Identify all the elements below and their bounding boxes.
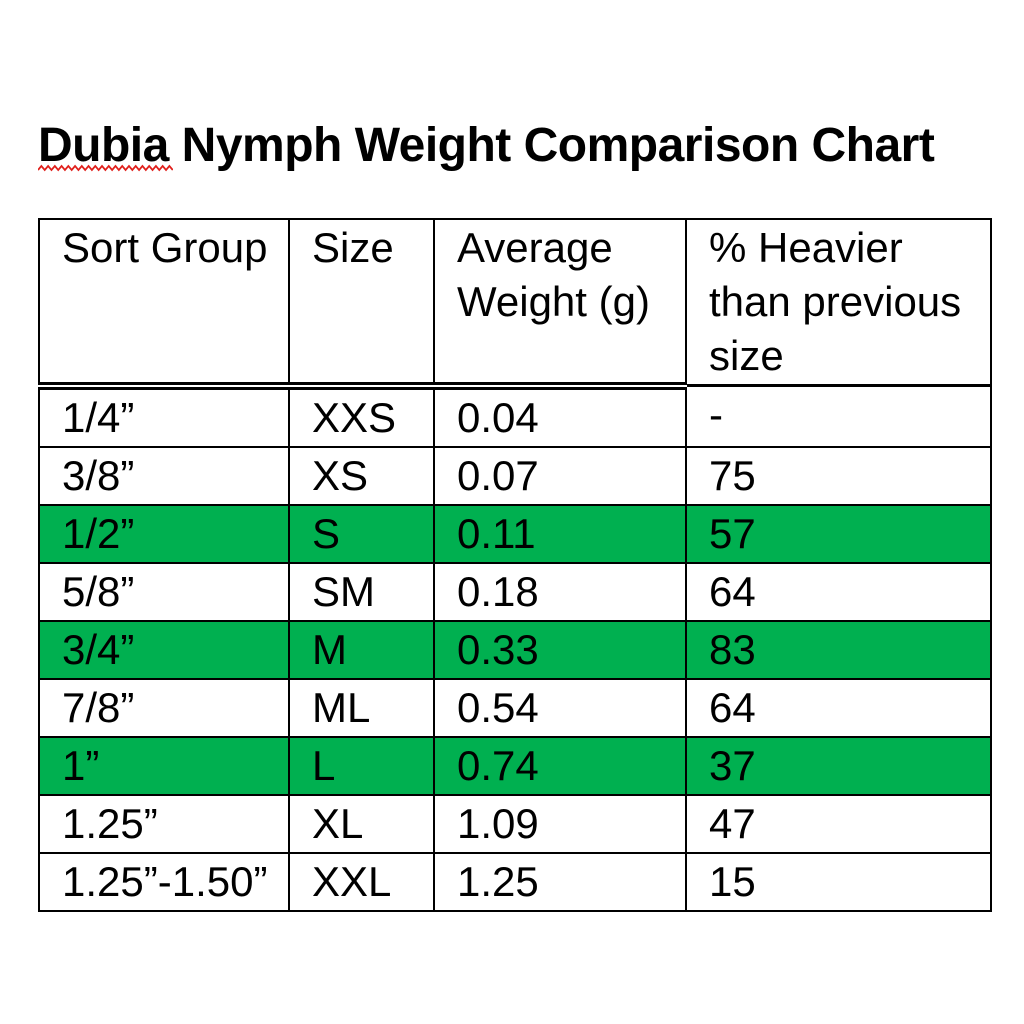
cell-average-weight: 1.09 <box>433 793 687 854</box>
table-row: 1/2” S 0.11 57 <box>38 503 992 564</box>
cell-size: XS <box>288 445 435 506</box>
table-row: 1/4” XXS 0.04 - <box>38 384 992 448</box>
cell-size: S <box>288 503 435 564</box>
spellcheck-squiggle-icon <box>38 164 173 172</box>
cell-pct-heavier: 64 <box>685 677 992 738</box>
cell-sort-group: 1.25”-1.50” <box>38 851 290 912</box>
cell-sort-group: 1/4” <box>38 384 290 448</box>
cell-sort-group: 3/8” <box>38 445 290 506</box>
cell-average-weight: 0.18 <box>433 561 687 622</box>
table-row: 1.25”-1.50” XXL 1.25 15 <box>38 851 992 912</box>
cell-size: L <box>288 735 435 796</box>
cell-size: XL <box>288 793 435 854</box>
cell-average-weight: 0.07 <box>433 445 687 506</box>
cell-average-weight: 0.33 <box>433 619 687 680</box>
title-misspelled-word: Dubia <box>38 119 169 172</box>
cell-sort-group: 3/4” <box>38 619 290 680</box>
cell-pct-heavier: - <box>685 384 992 448</box>
table-row: 3/4” M 0.33 83 <box>38 619 992 680</box>
page-title: Dubia Nymph Weight Comparison Chart <box>38 117 935 174</box>
cell-size: M <box>288 619 435 680</box>
cell-sort-group: 1/2” <box>38 503 290 564</box>
cell-sort-group: 1” <box>38 735 290 796</box>
header-row: Sort Group Size Average Weight (g) % Hea… <box>38 218 992 390</box>
cell-sort-group: 1.25” <box>38 793 290 854</box>
weight-comparison-table: Sort Group Size Average Weight (g) % Hea… <box>38 218 992 912</box>
header-sort-group: Sort Group <box>38 218 290 390</box>
cell-average-weight: 0.74 <box>433 735 687 796</box>
table-row: 7/8” ML 0.54 64 <box>38 677 992 738</box>
header-average-weight: Average Weight (g) <box>433 218 687 390</box>
cell-size: ML <box>288 677 435 738</box>
table-row: 5/8” SM 0.18 64 <box>38 561 992 622</box>
cell-average-weight: 1.25 <box>433 851 687 912</box>
cell-sort-group: 7/8” <box>38 677 290 738</box>
cell-pct-heavier: 64 <box>685 561 992 622</box>
cell-pct-heavier: 57 <box>685 503 992 564</box>
cell-pct-heavier: 47 <box>685 793 992 854</box>
table-row: 1” L 0.74 37 <box>38 735 992 796</box>
table-body: 1/4” XXS 0.04 - 3/8” XS 0.07 75 1/2” S 0… <box>38 384 992 912</box>
header-size: Size <box>288 218 435 390</box>
header-pct-heavier: % Heavier than previous size <box>685 218 992 387</box>
cell-average-weight: 0.11 <box>433 503 687 564</box>
cell-sort-group: 5/8” <box>38 561 290 622</box>
title-rest: Nymph Weight Comparison Chart <box>168 119 935 172</box>
cell-pct-heavier: 83 <box>685 619 992 680</box>
cell-size: XXS <box>288 384 435 448</box>
table-row: 1.25” XL 1.09 47 <box>38 793 992 854</box>
cell-pct-heavier: 37 <box>685 735 992 796</box>
cell-size: XXL <box>288 851 435 912</box>
cell-pct-heavier: 75 <box>685 445 992 506</box>
table-row: 3/8” XS 0.07 75 <box>38 445 992 506</box>
cell-size: SM <box>288 561 435 622</box>
cell-pct-heavier: 15 <box>685 851 992 912</box>
cell-average-weight: 0.04 <box>433 384 687 448</box>
title-misspelled-wrap: Dubia <box>38 117 173 174</box>
cell-average-weight: 0.54 <box>433 677 687 738</box>
